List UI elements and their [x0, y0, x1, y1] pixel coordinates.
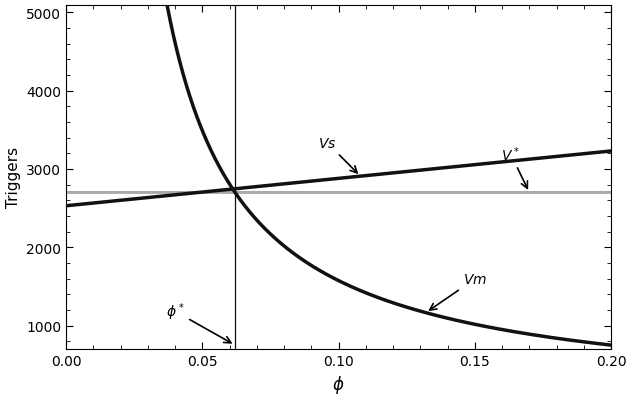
Text: $Vm$: $Vm$	[430, 272, 487, 310]
Text: $\phi^*$: $\phi^*$	[166, 301, 231, 343]
Y-axis label: Triggers: Triggers	[6, 147, 21, 208]
Text: $Vs$: $Vs$	[319, 137, 357, 174]
Text: $V^*$: $V^*$	[501, 145, 528, 189]
X-axis label: $\phi$: $\phi$	[332, 373, 345, 395]
